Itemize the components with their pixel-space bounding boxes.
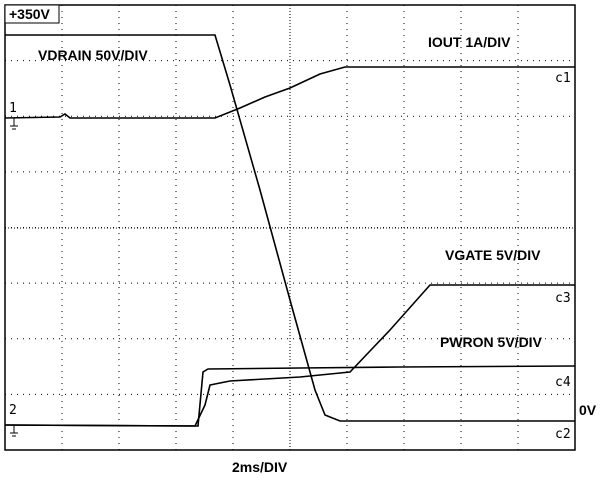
channel-marker: c4 [555,375,571,390]
iout-trace [4,66,575,119]
trace-label: IOUT 1A/DIV [428,34,511,50]
channel-marker: c3 [555,291,571,306]
level-box [4,4,60,24]
zero-label: 0V [579,402,597,418]
trace-label: PWRON 5V/DIV [440,334,543,350]
ground-marker: 2 [9,403,17,418]
trace-label: VGATE 5V/DIV [445,247,541,263]
level-label: +350V [9,6,51,22]
trace-label: VDRAIN 50V/DIV [38,47,148,63]
channel-marker: c1 [555,71,571,86]
vdrain-trace [5,34,575,422]
ground-symbol [8,424,20,437]
channel-marker: c2 [555,427,571,442]
vgate-trace [4,284,575,427]
ground-marker: 1 [9,101,17,116]
pwron-trace [4,365,576,427]
ground-symbol [8,117,20,130]
timebase-label: 2ms/DIV [232,459,288,475]
